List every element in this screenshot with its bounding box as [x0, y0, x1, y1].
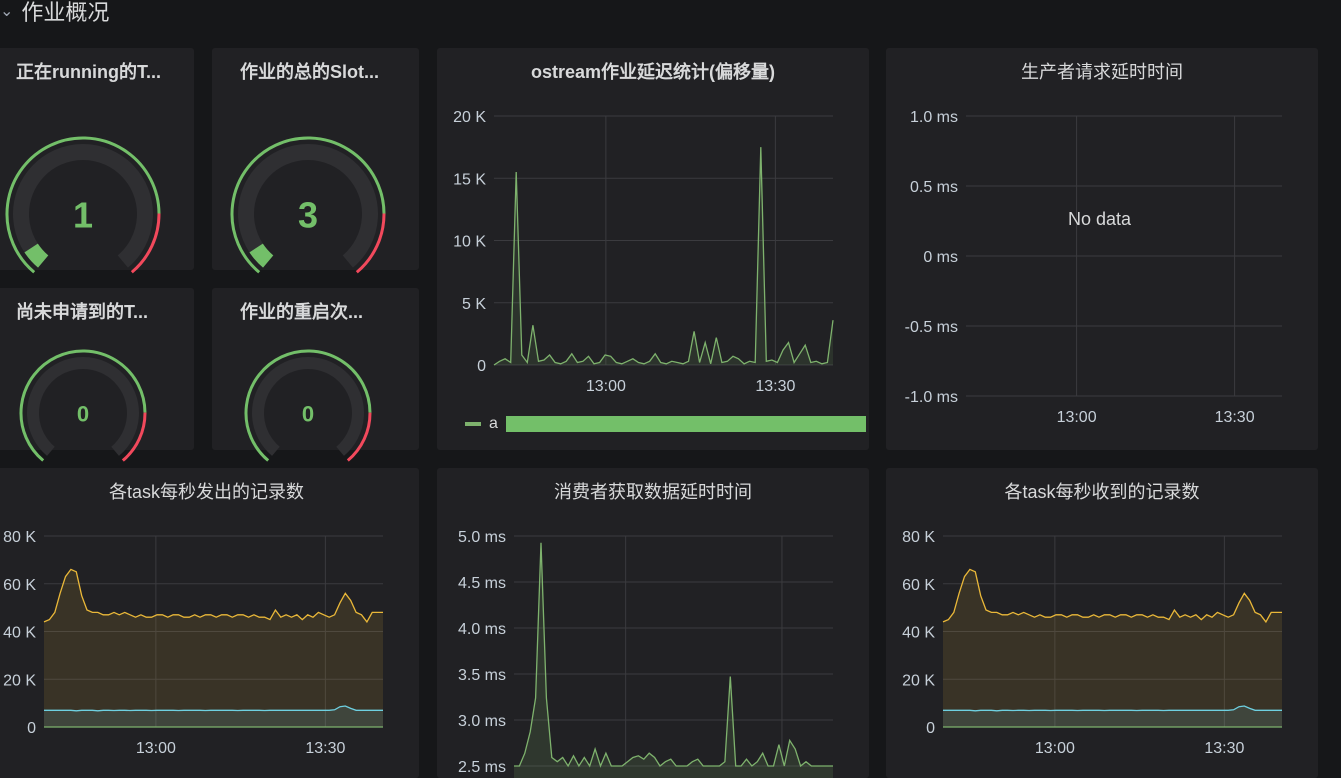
panel-title[interactable]: 作业的重启次... — [240, 302, 364, 322]
series-line — [43, 568, 383, 624]
consumer-chart: 2.5 ms3.0 ms3.5 ms4.0 ms4.5 ms5.0 ms13:0… — [458, 529, 833, 778]
threshold-ring-green — [230, 136, 386, 274]
y-tick-label: 0 ms — [923, 249, 958, 266]
threshold-ring-green — [5, 136, 161, 274]
panel-title[interactable]: 各task每秒发出的记录数 — [108, 482, 304, 502]
graph-panel-records-sent[interactable]: 各task每秒发出的记录数 0 20 K 40 K 60 K 80 K 13:00 13:3… — [0, 468, 419, 778]
y-tick-label: 40 K — [902, 625, 935, 642]
y-tick-label: -1.0 ms — [905, 389, 958, 406]
series-area — [514, 542, 833, 778]
y-tick-label: -0.5 ms — [905, 319, 958, 336]
y-tick-label: 60 K — [3, 577, 36, 594]
series-line — [514, 542, 833, 768]
legend-label[interactable]: a — [489, 415, 498, 432]
panel-title[interactable]: ostream作业延迟统计(偏移量) — [530, 62, 776, 82]
gauge-panel-running-tasks[interactable]: 正在running的T... 1 — [0, 48, 194, 274]
x-tick-label: 13:30 — [1204, 740, 1244, 757]
y-tick-label: 1.0 ms — [910, 109, 958, 126]
threshold-ring-green — [19, 349, 147, 462]
gauge-panel-total-slots[interactable]: 作业的总的Slot... 3 — [212, 48, 419, 274]
graph-panel-lag[interactable]: ostream作业延迟统计(偏移量) 0 5 K 10 K 15 K 20 K 13:00… — [437, 48, 869, 450]
row-header[interactable]: ⌄ 作业概况 — [0, 0, 109, 28]
y-tick-label: 20 K — [902, 672, 935, 689]
gauge-track — [27, 357, 139, 456]
gauge-panel-restart-count[interactable]: 作业的重启次... 0 — [212, 288, 419, 462]
x-tick-label: 13:00 — [1057, 409, 1097, 426]
x-tick-label: 13:30 — [1215, 409, 1255, 426]
legend[interactable]: a — [465, 415, 866, 433]
gauge-track — [13, 144, 153, 268]
x-tick-label: 13:00 — [1035, 740, 1075, 757]
series-line — [44, 705, 383, 712]
y-tick-label: 20 K — [453, 109, 486, 126]
gauge: 0 — [244, 349, 372, 462]
series-line — [493, 147, 834, 366]
legend-swatch — [465, 422, 481, 426]
x-tick-label: 13:00 — [136, 740, 176, 757]
x-tick-label: 13:30 — [305, 740, 345, 757]
y-tick-label: 40 K — [3, 625, 36, 642]
gauge: 0 — [19, 349, 147, 462]
producer-chart: -1.0 ms -0.5 ms 0 ms 0.5 ms 1.0 ms 13:00 13:30 — [905, 109, 1282, 426]
threshold-ring-red — [121, 412, 147, 462]
y-tick-label: 5.0 ms — [458, 529, 506, 546]
gauge-value: 0 — [302, 401, 314, 426]
legend-redacted-bar — [505, 416, 866, 432]
no-data-text: No data — [1068, 209, 1132, 229]
threshold-ring-green — [244, 349, 372, 462]
graph-panel-consumer-latency[interactable]: 消费者获取数据延时时间 2.5 ms 3.0 ms 3.5 ms 4.0 ms 4.5 … — [437, 468, 869, 778]
x-tick-label: 13:30 — [755, 378, 795, 395]
y-tick-label: 80 K — [3, 529, 36, 546]
series-area — [44, 706, 383, 727]
y-tick-label: 4.5 ms — [458, 575, 506, 592]
y-tick-label: 4.0 ms — [458, 621, 506, 638]
received-chart: 0 20 K 40 K 60 K 80 K 13:00 13:30 — [902, 529, 1282, 757]
panel-title[interactable]: 作业的总的Slot... — [240, 62, 379, 82]
gauge-value: 1 — [73, 195, 93, 236]
y-tick-label: 60 K — [902, 577, 935, 594]
y-tick-label: 20 K — [3, 672, 36, 689]
series-area — [943, 569, 1282, 727]
y-tick-label: 3.5 ms — [458, 667, 506, 684]
panel-title[interactable]: 消费者获取数据延时时间 — [554, 482, 752, 502]
gauge: 3 — [230, 136, 386, 274]
gauge-value-band — [249, 243, 274, 268]
sent-chart: 0 20 K 40 K 60 K 80 K 13:00 13:30 — [3, 529, 383, 757]
series-area — [44, 569, 383, 727]
graph-panel-records-received[interactable]: 各task每秒收到的记录数 0 20 K 40 K 60 K 80 K 13:00 13:3… — [886, 468, 1318, 778]
y-tick-label: 0 — [27, 720, 36, 737]
series-area — [943, 706, 1282, 727]
chevron-down-icon[interactable]: ⌄ — [0, 3, 14, 20]
panel-title[interactable]: 生产者请求延时时间 — [1021, 62, 1183, 82]
gauge: 1 — [5, 136, 161, 274]
gauge-value: 0 — [77, 401, 89, 426]
y-tick-label: 5 K — [462, 296, 486, 313]
gauge-value: 3 — [298, 195, 318, 236]
gauge-panel-pending-tasks[interactable]: 尚未申请到的T... 0 — [0, 288, 194, 462]
row-title-text: 作业概况 — [21, 0, 110, 25]
y-tick-label: 80 K — [902, 529, 935, 546]
y-tick-label: 0 — [926, 720, 935, 737]
y-tick-label: 3.0 ms — [458, 713, 506, 730]
panel-title[interactable]: 各task每秒收到的记录数 — [1004, 482, 1200, 502]
graph-panel-producer-latency[interactable]: 生产者请求延时时间 -1.0 ms -0.5 ms 0 ms 0.5 ms 1.0 ms… — [886, 48, 1318, 450]
series-line — [942, 568, 1282, 624]
gauge-track — [238, 144, 378, 268]
series-line — [943, 705, 1282, 712]
threshold-ring-red — [355, 213, 386, 274]
x-tick-label: 13:00 — [586, 378, 626, 395]
series-area — [494, 147, 833, 365]
gauge-value-band — [24, 243, 49, 268]
y-tick-label: 10 K — [453, 234, 486, 251]
panel-title[interactable]: 正在running的T... — [16, 62, 161, 82]
gauge-track — [252, 357, 364, 456]
y-tick-label: 0.5 ms — [910, 179, 958, 196]
y-tick-label: 0 — [477, 358, 486, 375]
panel-title[interactable]: 尚未申请到的T... — [16, 302, 149, 322]
y-tick-label: 15 K — [453, 171, 486, 188]
threshold-ring-red — [130, 213, 161, 274]
threshold-ring-red — [346, 412, 372, 462]
lag-chart: 0 5 K 10 K 15 K 20 K 13:00 13:30 — [453, 109, 834, 395]
